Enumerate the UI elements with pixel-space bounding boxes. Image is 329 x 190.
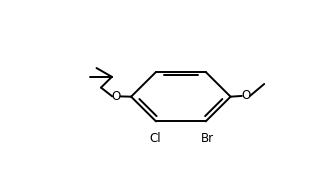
Text: O: O — [112, 90, 121, 103]
Text: O: O — [241, 89, 250, 102]
Text: Br: Br — [200, 132, 214, 145]
Text: Cl: Cl — [149, 132, 161, 145]
